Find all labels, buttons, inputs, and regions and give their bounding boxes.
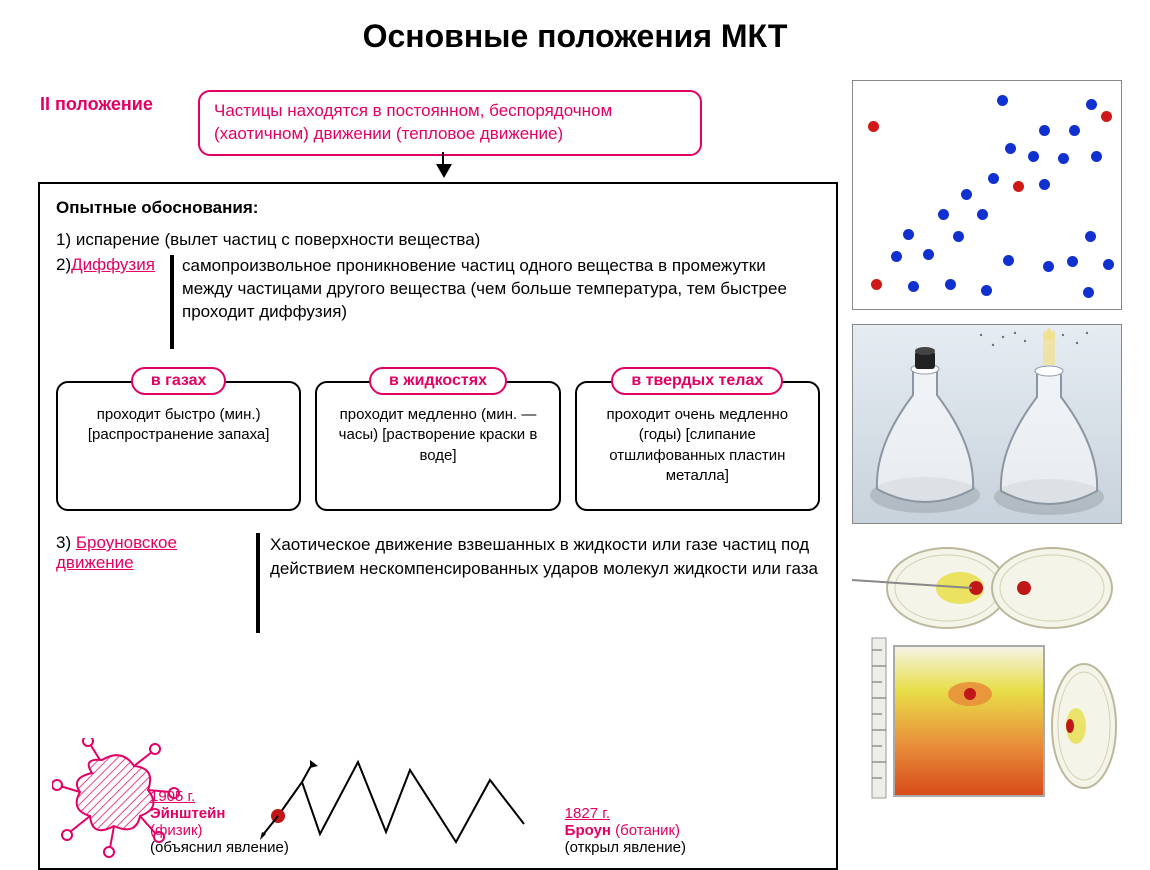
particle-blue-icon [1039,179,1050,190]
particle-blue-icon [1003,255,1014,266]
page-title: Основные положения МКТ [0,0,1150,65]
particle-blue-icon [891,251,902,262]
particle-blue-icon [997,95,1008,106]
particle-blue-icon [988,173,999,184]
diffusion-row: 2)Диффузия самопроизвольное проникновени… [56,255,820,349]
particle-blue-icon [938,209,949,220]
definition-box: Частицы находятся в постоянном, беспоряд… [198,90,702,156]
particle-red-icon [868,121,879,132]
particle-blue-icon [961,189,972,200]
particle-blue-icon [1058,153,1069,164]
section-label: II положение [40,94,153,115]
particle-red-icon [1101,111,1112,122]
diffusion-desc: самопроизвольное проникновение частиц од… [182,255,820,349]
particle-blue-icon [903,229,914,240]
particle-blue-icon [1083,287,1094,298]
particles-diagram [852,80,1122,310]
right-column [852,80,1132,820]
particle-red-icon [871,279,882,290]
state-box-liquid: проходит медленно (мин. — часы) [раствор… [315,381,560,511]
particle-blue-icon [977,209,988,220]
particle-blue-icon [1005,143,1016,154]
separator-icon [170,255,174,349]
state-gas: в газах проходит быстро (мин.) [распрост… [56,367,301,511]
particle-blue-icon [1028,151,1039,162]
particle-blue-icon [1039,125,1050,136]
petri-dish-diagram [852,538,1122,806]
particle-blue-icon [1086,99,1097,110]
particle-blue-icon [1069,125,1080,136]
state-box-solid: проходит очень медленно (годы) [слипание… [575,381,820,511]
particle-blue-icon [981,285,992,296]
evidence-title: Опытные обоснования: [56,198,820,218]
brownian-row: 3) Броуновское движение Хаотическое движ… [56,533,820,633]
particle-blue-icon [953,231,964,242]
brownian-desc: Хаотическое движение взвешанных в жидкос… [270,533,820,633]
state-liquid: в жидкостях проходит медленно (мин. — ча… [315,367,560,511]
particle-blue-icon [945,279,956,290]
state-box-gas: проходит быстро (мин.) [распространение … [56,381,301,511]
brownian-label: 3) Броуновское движение [56,533,246,633]
particle-blue-icon [1085,231,1096,242]
state-solid: в твердых телах проходит очень медленно … [575,367,820,511]
particle-blue-icon [1091,151,1102,162]
particle-red-icon [1013,181,1024,192]
particle-blue-icon [1043,261,1054,272]
arrow-down-icon [436,164,452,178]
states-row: в газах проходит быстро (мин.) [распрост… [56,367,820,511]
particle-blue-icon [1103,259,1114,270]
diffusion-label: 2)Диффузия [56,255,166,349]
state-pill-solid: в твердых телах [611,367,783,395]
evidence-box: Опытные обоснования: 1) испарение (вылет… [38,182,838,870]
particle-blue-icon [908,281,919,292]
state-pill-liquid: в жидкостях [369,367,507,395]
particle-blue-icon [923,249,934,260]
broun-block: 1827 г. Броун (ботаник) (открыл явление) [565,805,686,856]
evaporation-line: 1) испарение (вылет частиц с поверхности… [56,230,820,250]
particle-blue-icon [1067,256,1078,267]
state-pill-gas: в газах [131,367,227,395]
separator-icon [256,533,260,633]
flask-diagram [852,324,1122,524]
zigzag-path-icon [260,744,540,864]
